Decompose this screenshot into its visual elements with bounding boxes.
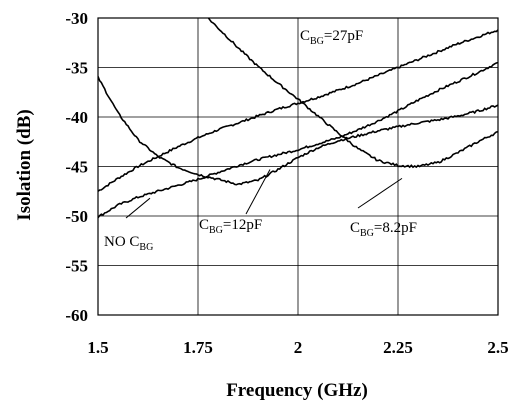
y-tick-label: -40 — [65, 108, 88, 127]
x-tick-label: 1.75 — [183, 338, 213, 357]
grid — [97, 17, 499, 316]
series-line-3 — [98, 76, 498, 186]
x-tick-label: 2 — [294, 338, 303, 357]
annotation-leader — [357, 177, 403, 209]
series-line-1 — [98, 29, 498, 192]
annotation-cbg-12pf: CBG=12pF — [199, 217, 262, 236]
y-tick-label: -55 — [65, 257, 88, 276]
annotation-leader — [245, 169, 271, 215]
y-tick-label: -50 — [65, 207, 88, 226]
plot-frame — [97, 17, 499, 316]
series-layer — [98, 18, 498, 219]
label-leaders — [125, 169, 403, 219]
x-axis-label: Frequency (GHz) — [226, 380, 368, 401]
annotation-cbg-27pf: CBG=27pF — [300, 28, 363, 47]
series-line-4 — [205, 18, 498, 169]
y-tick-label: -45 — [65, 158, 88, 177]
annotation-cbg-8.2pf: CBG=8.2pF — [350, 220, 417, 239]
annotation-no-cbg: NO CBG — [104, 234, 153, 253]
y-axis-label: Isolation (dB) — [14, 109, 35, 220]
x-tick-label: 2.25 — [383, 338, 413, 357]
y-tick-label: -60 — [65, 306, 88, 325]
series-line-2 — [98, 61, 498, 219]
tick-labels: 1.5 1.75 2 2.25 2.5 -30 -35 -40 -45 -50 -55 -60 — [65, 9, 508, 357]
annotation-leader — [125, 197, 151, 219]
y-tick-label: -30 — [65, 9, 88, 28]
x-tick-label: 2.5 — [487, 338, 508, 357]
y-tick-label: -35 — [65, 59, 88, 78]
x-tick-label: 1.5 — [87, 338, 108, 357]
